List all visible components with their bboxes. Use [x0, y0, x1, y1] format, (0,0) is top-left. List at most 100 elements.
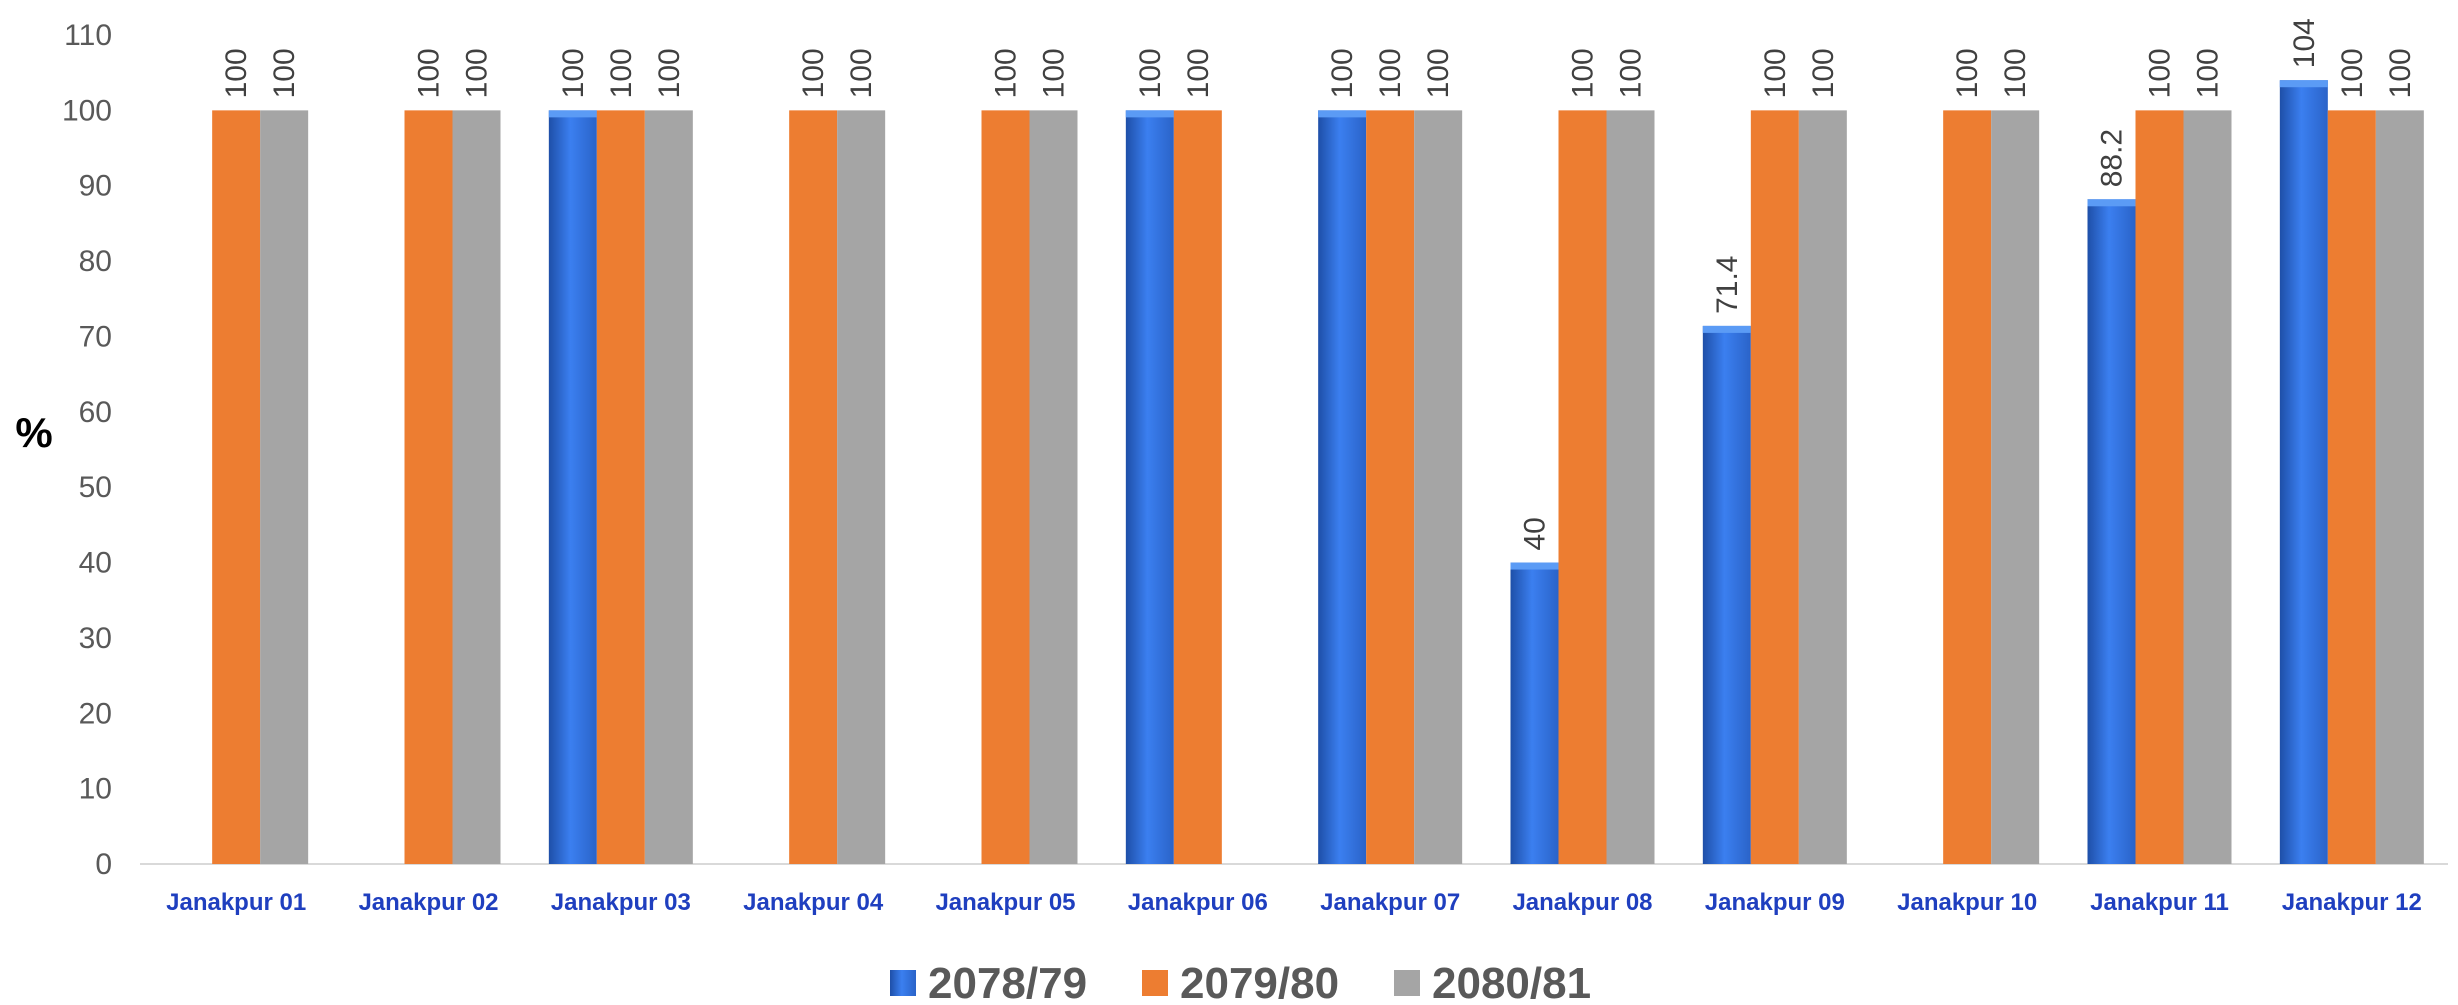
bar-2079-80-1: [212, 110, 261, 864]
data-label: 100: [461, 48, 494, 98]
bar-2079-80-2: [404, 110, 453, 864]
bar-2080-81-4: [837, 110, 886, 864]
data-label: 100: [990, 48, 1023, 98]
y-tick-label: 10: [79, 773, 112, 806]
data-label: 100: [1807, 48, 1840, 98]
data-label: 100: [2192, 48, 2225, 98]
legend-label: 2078/79: [928, 959, 1087, 1005]
bar-2078-79-9: [1702, 325, 1751, 864]
bar-2078-79-3: [548, 110, 597, 864]
data-label: 88.2: [2096, 129, 2129, 187]
bar-2079-80-3: [596, 110, 645, 864]
bar-2080-81-12: [2375, 110, 2424, 864]
y-tick-label: 0: [95, 848, 112, 881]
y-tick-label: 60: [79, 396, 112, 429]
legend-swatch: [890, 970, 916, 996]
data-label: 100: [557, 48, 590, 98]
y-tick-label: 100: [62, 94, 112, 127]
category-label: Janakpur 02: [358, 889, 498, 916]
bar-2078-79-7: [1318, 110, 1367, 864]
bar-2080-81-1: [260, 110, 309, 864]
data-label: 40: [1519, 517, 1552, 550]
data-label: 100: [268, 48, 301, 98]
y-tick-label: 80: [79, 245, 112, 278]
category-label: Janakpur 01: [166, 889, 306, 916]
bar-2080-81-11: [2183, 110, 2232, 864]
bar-2080-81-3: [644, 110, 693, 864]
bar-2079-80-8: [1558, 110, 1607, 864]
data-label: 100: [653, 48, 686, 98]
data-label: 100: [1038, 48, 1071, 98]
bar-2079-80-9: [1750, 110, 1799, 864]
data-label: 100: [1422, 48, 1455, 98]
data-label: 100: [220, 48, 253, 98]
bar-top-bevel: [548, 110, 597, 118]
category-label: Janakpur 04: [743, 889, 884, 916]
category-label: Janakpur 11: [2090, 889, 2229, 916]
data-label: 100: [413, 48, 446, 98]
bar-2080-81-9: [1798, 110, 1847, 864]
data-labels: 100 100 100 100 100 100 100 100 100 100 100 100 100 1…: [220, 18, 2417, 550]
data-label: 100: [1182, 48, 1215, 98]
bar-2080-81-5: [1029, 110, 1078, 864]
legend-swatch: [1142, 970, 1168, 996]
y-axis-ticks: 0 10 20 30 40 50 60 70 80 90 100 110: [62, 19, 112, 881]
category-label: Janakpur 05: [935, 889, 1075, 916]
legend-label: 2079/80: [1180, 959, 1339, 1005]
category-label: Janakpur 06: [1128, 889, 1268, 916]
category-label: Janakpur 07: [1320, 889, 1460, 916]
data-label: 100: [1951, 48, 1984, 98]
bars: [212, 80, 2424, 864]
data-label: 100: [2144, 48, 2177, 98]
data-label: 71.4: [1711, 256, 1744, 314]
bar-2078-79-12: [2279, 80, 2328, 864]
y-tick-label: 50: [79, 471, 112, 504]
bar-2079-80-5: [981, 110, 1030, 864]
bar-2078-79-8: [1510, 562, 1559, 864]
category-label: Janakpur 08: [1512, 889, 1652, 916]
y-tick-label: 90: [79, 170, 112, 203]
bar-2079-80-6: [1173, 110, 1222, 864]
data-label: 100: [2336, 48, 2369, 98]
y-tick-label: 40: [79, 547, 112, 580]
category-label: Janakpur 12: [2282, 889, 2422, 916]
data-label: 100: [1615, 48, 1648, 98]
y-tick-label: 20: [79, 697, 112, 730]
y-tick-label: 110: [64, 19, 112, 52]
category-label: Janakpur 09: [1705, 889, 1845, 916]
y-tick-label: 30: [79, 622, 112, 655]
data-label: 100: [1134, 48, 1167, 98]
data-label: 100: [1567, 48, 1600, 98]
category-label: Janakpur 03: [551, 889, 691, 916]
bar-2079-80-10: [1943, 110, 1992, 864]
bar-top-bevel: [1702, 325, 1751, 333]
legend-label: 2080/81: [1432, 959, 1591, 1005]
bar-2079-80-7: [1366, 110, 1415, 864]
bar-top-bevel: [1125, 110, 1174, 118]
y-tick-label: 70: [79, 320, 112, 353]
legend: 2078/79 2079/80 2080/81: [890, 959, 1591, 1005]
bar-top-bevel: [2279, 80, 2328, 88]
bar-top-bevel: [1318, 110, 1367, 118]
y-axis-label: %: [15, 409, 52, 456]
bar-top-bevel: [1510, 562, 1559, 570]
bar-top-bevel: [2087, 199, 2136, 207]
bar-2080-81-2: [452, 110, 501, 864]
category-label: Janakpur 10: [1897, 889, 2037, 916]
data-label: 100: [1326, 48, 1359, 98]
bar-2079-80-11: [2135, 110, 2184, 864]
data-label: 100: [1999, 48, 2032, 98]
data-label: 100: [2384, 48, 2417, 98]
legend-swatch: [1394, 970, 1420, 996]
data-label: 100: [797, 48, 830, 98]
data-label: 100: [845, 48, 878, 98]
bar-2080-81-8: [1606, 110, 1655, 864]
bar-2078-79-6: [1125, 110, 1174, 864]
data-label: 100: [1374, 48, 1407, 98]
data-label: 100: [605, 48, 638, 98]
bar-2078-79-11: [2087, 199, 2136, 864]
bar-2080-81-10: [1991, 110, 2040, 864]
bar-2079-80-12: [2327, 110, 2376, 864]
data-label: 104: [2288, 18, 2321, 68]
